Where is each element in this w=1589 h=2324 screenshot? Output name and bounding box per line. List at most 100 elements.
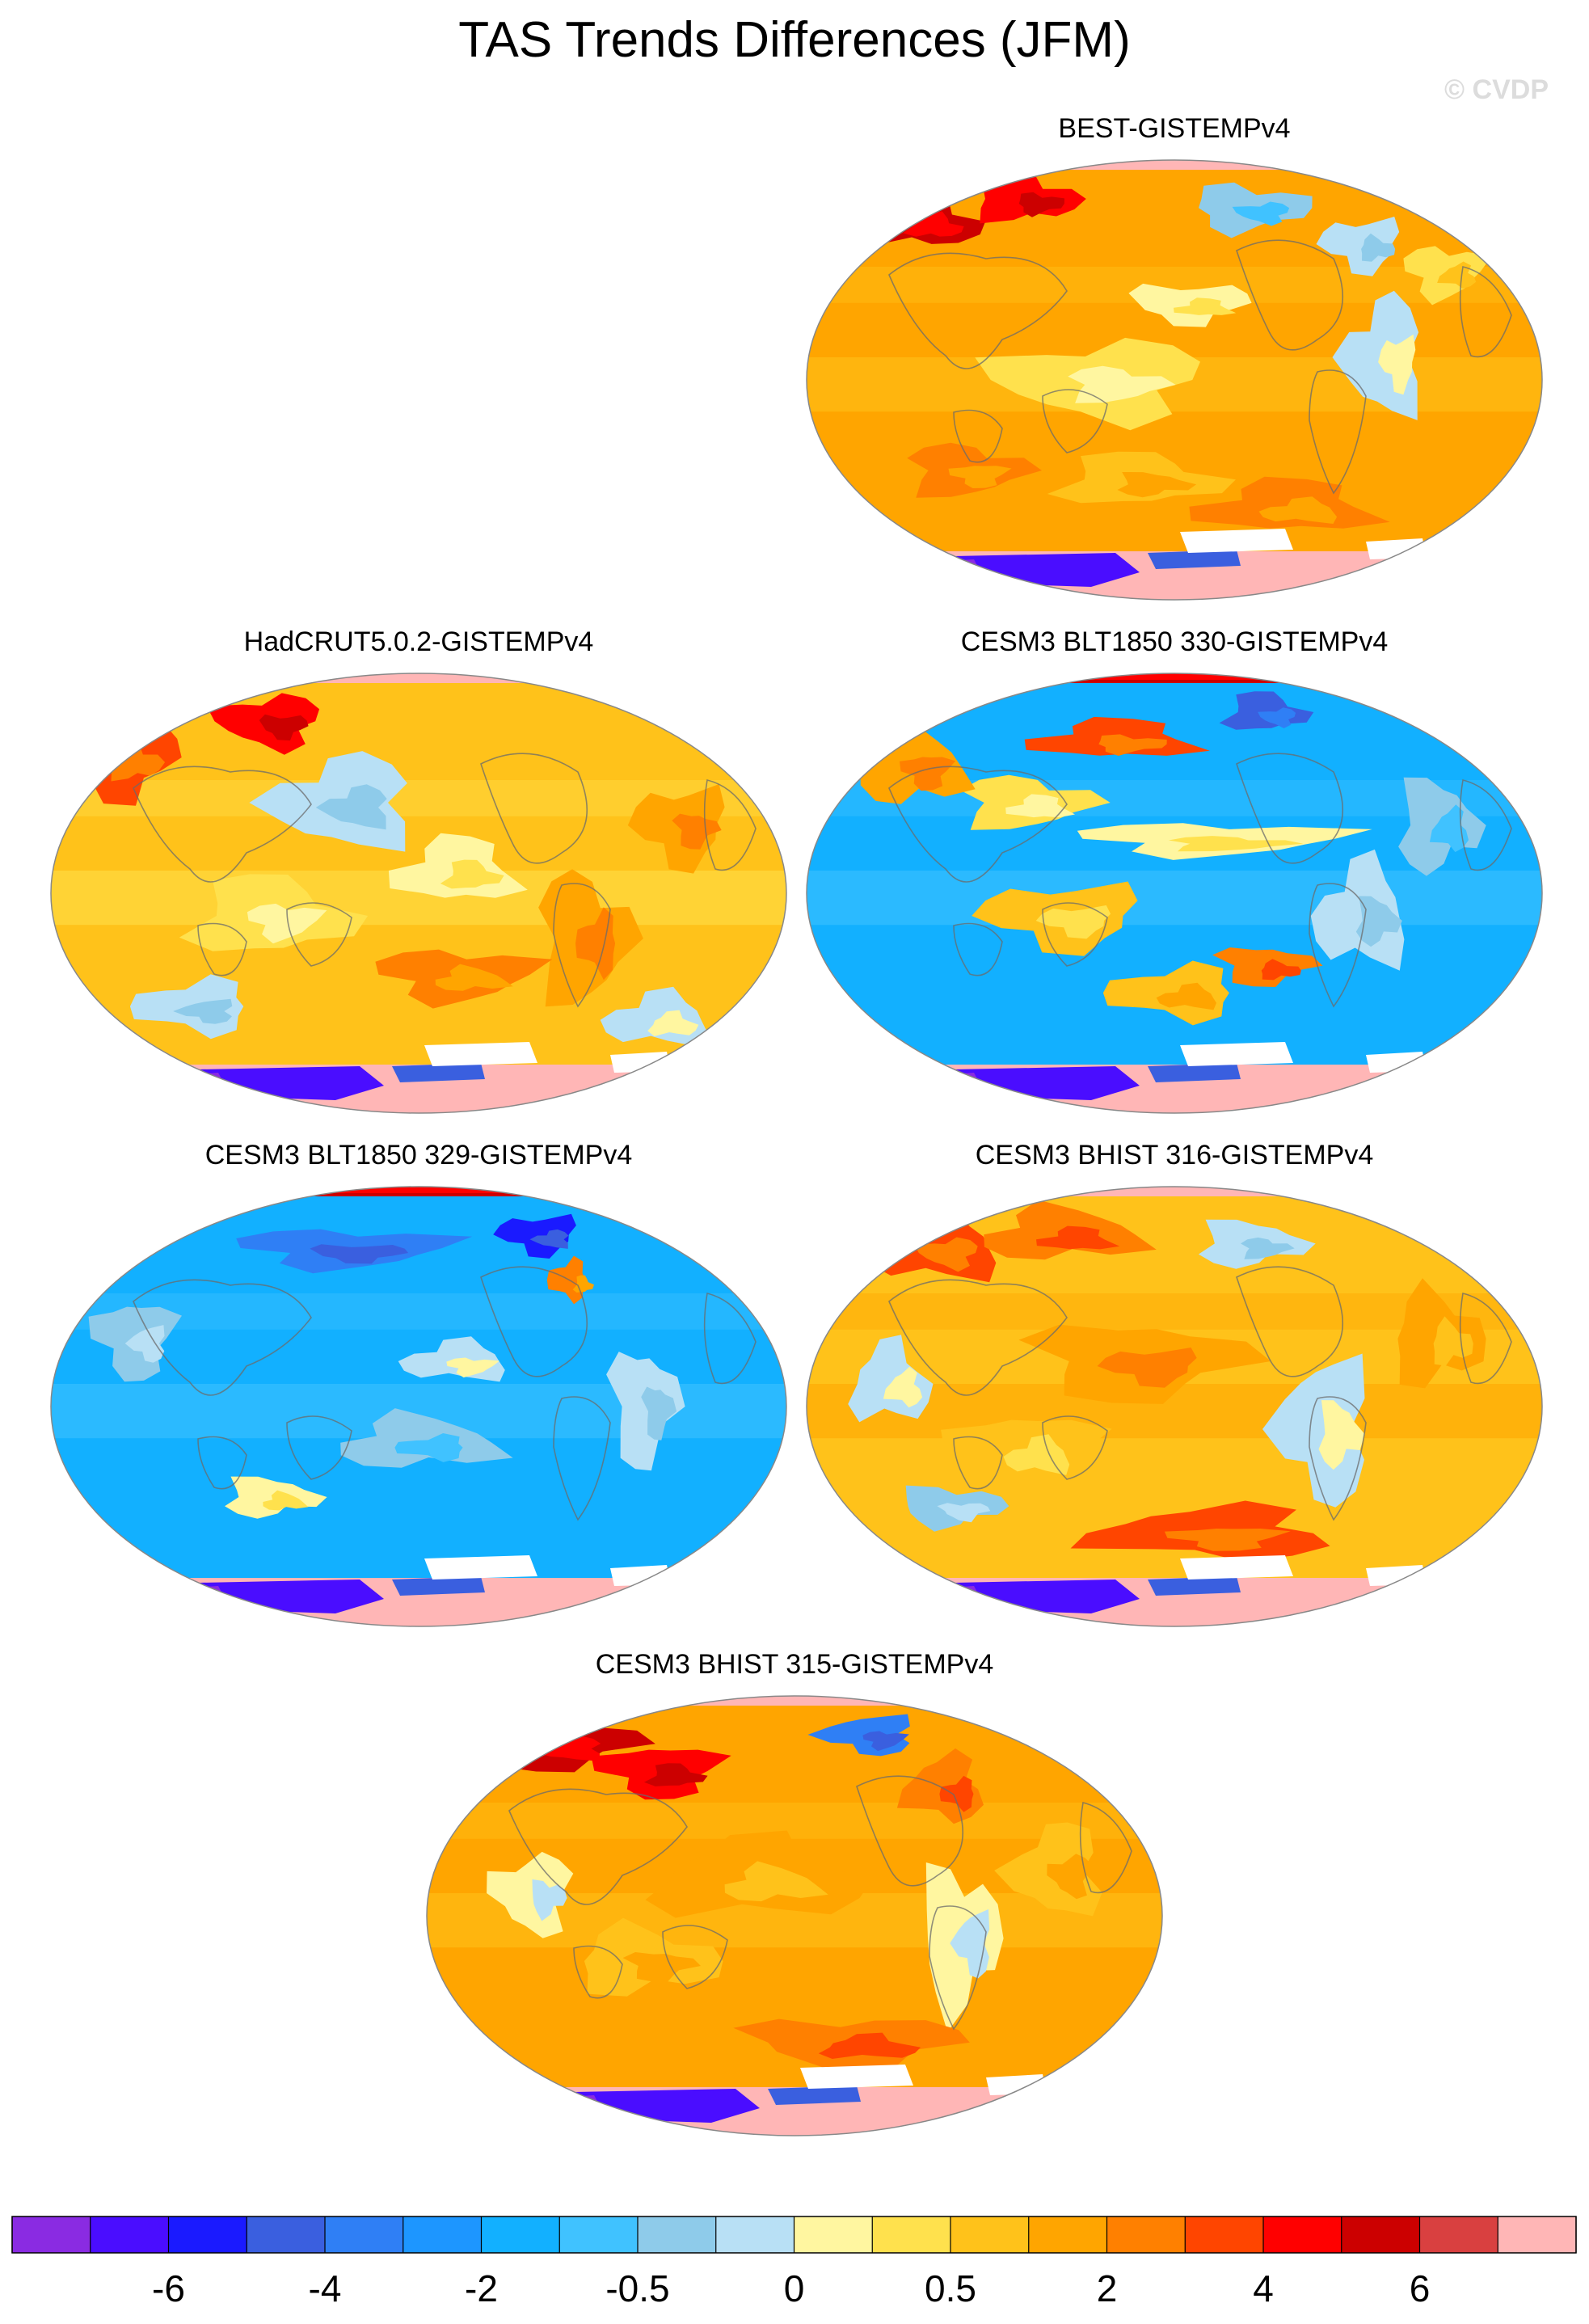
field-anomaly	[1098, 734, 1167, 756]
field-anomaly	[627, 784, 725, 874]
colorbar-tick-label: -0.5	[605, 2267, 669, 2309]
colorbar-tick-label: 4	[1253, 2267, 1274, 2309]
panel-title: CESM3 BLT1850 330-GISTEMPv4	[960, 626, 1389, 657]
coastline	[953, 922, 1003, 976]
coastline	[508, 1788, 688, 1905]
coastline	[662, 1925, 728, 1989]
coastline	[953, 409, 1003, 463]
map-panel-blt1850-329: CESM3 BLT1850 329-GISTEMPv4	[44, 1140, 793, 1633]
map-plot	[50, 1186, 787, 1627]
map-plot	[426, 1695, 1163, 2136]
field-anomaly	[1068, 365, 1176, 403]
antarctic-no-data	[986, 2074, 1047, 2095]
field-anomaly	[1219, 691, 1314, 730]
map-field	[807, 160, 1542, 600]
map-panel-blt1850-330: CESM3 BLT1850 330-GISTEMPv4	[800, 626, 1549, 1120]
coastline	[953, 1436, 1003, 1490]
panel-title: CESM3 BHIST 316-GISTEMPv4	[975, 1140, 1374, 1170]
field-anomaly	[529, 1229, 569, 1249]
colorbar-swatch	[247, 2216, 326, 2253]
antarctic-no-data	[610, 1052, 671, 1073]
field-anomaly	[523, 1735, 601, 1761]
map-plot	[50, 673, 787, 1114]
colorbar-swatch	[481, 2216, 560, 2253]
coastline	[1236, 1266, 1343, 1377]
field-anomaly	[1005, 794, 1075, 818]
map-panel-best: BEST-GISTEMPv4	[800, 113, 1549, 606]
field-anomaly	[1241, 1237, 1295, 1259]
north-polar-cap	[51, 673, 786, 683]
colorbar-tick-label: -2	[465, 2267, 498, 2309]
colorbar-swatch	[950, 2216, 1030, 2253]
field-anomaly	[641, 1386, 677, 1440]
colorbar-tick-label: -6	[152, 2267, 185, 2309]
field-anomaly	[1003, 1434, 1070, 1475]
coastline	[133, 1279, 312, 1396]
panel-title: HadCRUT5.0.2-GISTEMPv4	[243, 626, 594, 657]
colorbar-swatch	[1263, 2216, 1342, 2253]
coastline	[1042, 902, 1108, 967]
antarctic-patch	[1148, 550, 1241, 569]
field-anomaly	[1035, 905, 1111, 939]
field-anomaly	[1097, 1348, 1197, 1388]
field-anomaly	[1156, 982, 1216, 1010]
field-anomaly	[914, 1237, 978, 1272]
map-border	[806, 159, 1543, 601]
coastline	[1236, 239, 1343, 351]
coastline	[197, 1436, 247, 1490]
map-border	[806, 673, 1543, 1114]
coastline	[1309, 883, 1367, 1008]
antarctic-no-data	[1180, 1042, 1293, 1066]
field-anomaly	[622, 1952, 701, 1982]
map-field	[807, 673, 1542, 1113]
colorbar-swatch	[1341, 2216, 1420, 2253]
colorbar-swatch	[12, 2216, 91, 2253]
north-polar-cap	[427, 1696, 1162, 1706]
coastline	[133, 766, 312, 883]
field-anomaly	[247, 903, 327, 944]
field-anomaly	[1316, 217, 1400, 276]
field-anomaly	[493, 1213, 576, 1259]
field-anomaly	[939, 1775, 974, 1812]
field-anomaly	[1318, 1400, 1365, 1470]
field-anomaly	[862, 1731, 909, 1752]
map-field	[51, 1187, 786, 1626]
map-border	[50, 1186, 787, 1627]
antarctic-no-data	[1366, 1565, 1427, 1586]
colorbar: -6 -4 -2 -0.5 0 0.5 2 4 6	[11, 2216, 1577, 2309]
field-anomaly	[883, 1366, 923, 1408]
field-anomaly	[643, 1763, 708, 1786]
map-border	[50, 673, 787, 1114]
field-anomaly	[1258, 707, 1296, 728]
field-anomaly	[647, 1010, 699, 1036]
north-polar-cap	[807, 1187, 1542, 1196]
antarctic-no-data	[1366, 1052, 1427, 1073]
field-anomaly	[435, 964, 513, 991]
colorbar-tick-label: 2	[1097, 2267, 1118, 2309]
map-panel-bhist-316: CESM3 BHIST 316-GISTEMPv4	[800, 1140, 1549, 1633]
coastline	[480, 1266, 588, 1377]
field-anomaly	[900, 757, 956, 791]
coastline	[553, 1396, 611, 1521]
watermark: © CVDP	[1444, 74, 1549, 105]
colorbar-swatch	[90, 2216, 169, 2253]
field-anomaly	[446, 1357, 499, 1378]
coastline	[888, 1279, 1068, 1396]
field-anomaly	[1232, 201, 1290, 226]
field-anomaly	[937, 1503, 991, 1523]
antarctic-no-data	[1180, 1555, 1293, 1580]
field-anomaly	[1361, 233, 1396, 262]
field-anomaly	[1117, 472, 1197, 498]
map-border	[806, 1186, 1543, 1627]
colorbar-swatch	[1419, 2216, 1498, 2253]
coastline	[1236, 753, 1343, 864]
colorbar-swatch	[168, 2216, 247, 2253]
colorbar-swatch	[1028, 2216, 1107, 2253]
field-anomaly	[724, 1861, 828, 1902]
coastline	[1309, 1396, 1367, 1521]
panel-title: CESM3 BLT1850 329-GISTEMPv4	[204, 1140, 633, 1170]
field-anomaly	[259, 714, 309, 741]
colorbar-swatch	[1498, 2216, 1577, 2253]
colorbar-swatch	[403, 2216, 482, 2253]
antarctic-no-data	[800, 2065, 913, 2089]
